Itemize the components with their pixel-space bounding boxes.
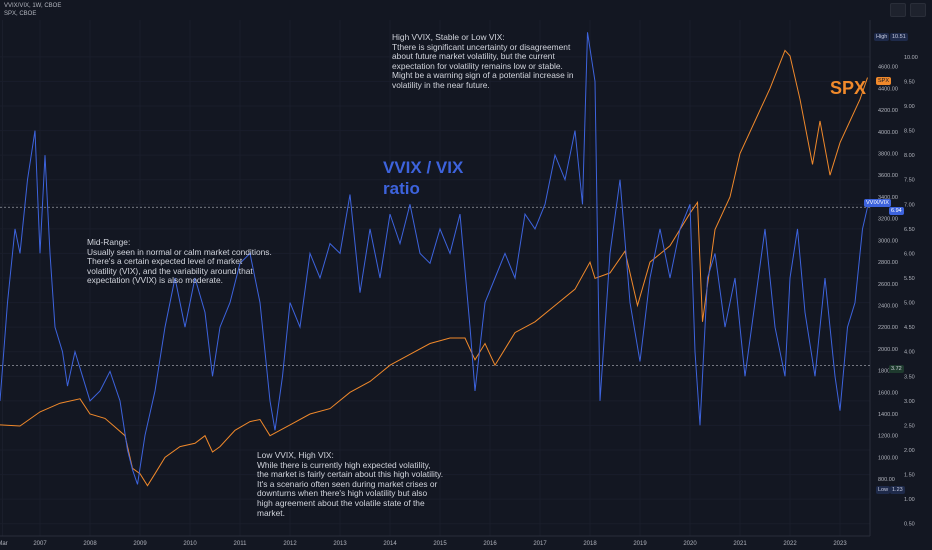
x-tick-label: 2022 bbox=[783, 541, 797, 547]
annotation-high-vvix: High VVIX, Stable or Low VIX: Tthere is … bbox=[392, 32, 574, 90]
low-tag-value: 1.23 bbox=[890, 486, 905, 494]
ratio-axis-label: 3.00 bbox=[904, 399, 915, 405]
ratio-axis-label: 4.00 bbox=[904, 350, 915, 356]
spx-axis-label: 4000.00 bbox=[878, 130, 898, 136]
spx-axis-label: 4400.00 bbox=[878, 86, 898, 92]
spx-axis-label: 4600.00 bbox=[878, 65, 898, 71]
x-tick-label: 2020 bbox=[683, 541, 697, 547]
x-tick-label: 2017 bbox=[533, 541, 547, 547]
ratio-axis-label: 1.50 bbox=[904, 473, 915, 479]
ratio-axis-label: 5.00 bbox=[904, 301, 915, 307]
spx-axis-label: 2600.00 bbox=[878, 282, 898, 288]
ratio-axis-label: 2.50 bbox=[904, 423, 915, 429]
x-tick-label: 2018 bbox=[583, 541, 597, 547]
ratio-axis-label: 7.50 bbox=[904, 178, 915, 184]
x-tick-label: 2011 bbox=[234, 541, 248, 547]
x-tick-label: 2008 bbox=[83, 541, 97, 547]
ratio-axis-label: 4.50 bbox=[904, 325, 915, 331]
spx-label: SPX bbox=[830, 78, 867, 98]
x-tick-label: 2016 bbox=[483, 541, 497, 547]
x-tick-label: 2023 bbox=[833, 541, 847, 547]
ratio-axis-label: 10.00 bbox=[904, 55, 918, 61]
x-tick-label: 2013 bbox=[333, 541, 347, 547]
ratio-axis-label: 6.00 bbox=[904, 251, 915, 257]
spx-axis-label: 1000.00 bbox=[878, 455, 898, 461]
spx-axis-label: 1200.00 bbox=[878, 434, 898, 440]
ratio-label-line2: ratio bbox=[383, 179, 420, 198]
x-tick-label: 2012 bbox=[283, 541, 297, 547]
spx-axis-label: 3800.00 bbox=[878, 152, 898, 158]
spx-axis-label: 1400.00 bbox=[878, 412, 898, 418]
x-tick-label: 2007 bbox=[33, 541, 47, 547]
spx-axis-label: 800.00 bbox=[878, 477, 895, 483]
spx-axis-label: 2200.00 bbox=[878, 325, 898, 331]
spx-tag-label: SPX bbox=[876, 77, 892, 85]
spx-axis-label: 1600.00 bbox=[878, 390, 898, 396]
spx-axis-label: 3400.00 bbox=[878, 195, 898, 201]
x-tick-label: 2009 bbox=[133, 541, 147, 547]
x-axis: Mar 2007 2008 2009 2010 2011 2012 2013 2014 2015 2… bbox=[0, 535, 870, 547]
spx-axis-label: 4200.00 bbox=[878, 108, 898, 114]
x-tick-label: 2021 bbox=[733, 541, 747, 547]
ratio-axis-label: 9.00 bbox=[904, 104, 915, 110]
x-tick-label: 2010 bbox=[183, 541, 197, 547]
annotation-low-vvix: Low VVIX, High VIX: While there is curre… bbox=[257, 450, 444, 518]
x-tick-label: 2014 bbox=[383, 541, 397, 547]
spx-axis-label: 3600.00 bbox=[878, 173, 898, 179]
grid bbox=[0, 20, 870, 536]
ratio-axis-label: 9.50 bbox=[904, 79, 915, 85]
vvix-tag-value: 6.94 bbox=[889, 207, 904, 215]
ratio-axis-label: 6.50 bbox=[904, 227, 915, 233]
spx-axis-label: 3200.00 bbox=[878, 217, 898, 223]
spx-axis-label: 2000.00 bbox=[878, 347, 898, 353]
symbol-title[interactable]: VVIX/VIX, 1W, CBOE bbox=[4, 3, 62, 9]
low-tag-label: Low bbox=[876, 486, 891, 494]
ratio-axis-label: 2.00 bbox=[904, 448, 915, 454]
vvix-series-line bbox=[0, 32, 868, 485]
ratio-axis-label: 8.50 bbox=[904, 129, 915, 135]
spx-axis-label: 2800.00 bbox=[878, 260, 898, 266]
ratio-axis-label: 1.00 bbox=[904, 497, 915, 503]
vvix-tag-label: VVIX/VIX bbox=[864, 199, 891, 207]
spx-axis-label: 3000.00 bbox=[878, 238, 898, 244]
x-tick-label: Mar bbox=[0, 541, 8, 547]
spx-series-line bbox=[0, 49, 868, 487]
ratio-label-line1: VVIX / VIX bbox=[383, 158, 464, 177]
ratio-axis-label: 0.50 bbox=[904, 522, 915, 528]
pane-collapse-button[interactable] bbox=[910, 3, 926, 17]
spx-axis-label: 1800.00 bbox=[878, 369, 898, 375]
level-tag-value: 3.72 bbox=[889, 365, 904, 373]
ratio-axis-label: 7.00 bbox=[904, 202, 915, 208]
ratio-axis-label: 5.50 bbox=[904, 276, 915, 282]
right-axis: 10.00 9.50 9.00 8.50 8.00 7.50 7.00 6.50 6.00 5.5… bbox=[869, 20, 918, 536]
annotation-mid-range: Mid-Range: Usually seen in normal or cal… bbox=[87, 237, 272, 286]
high-tag-label: High bbox=[874, 33, 890, 41]
pane-settings-button[interactable] bbox=[890, 3, 906, 17]
secondary-symbol[interactable]: SPX, CBOE bbox=[4, 11, 37, 17]
high-tag-value: 10.51 bbox=[890, 33, 908, 41]
x-tick-label: 2019 bbox=[633, 541, 647, 547]
x-tick-label: 2015 bbox=[433, 541, 447, 547]
ratio-axis-label: 8.00 bbox=[904, 153, 915, 159]
spx-axis-label: 2400.00 bbox=[878, 303, 898, 309]
ratio-axis-label: 3.50 bbox=[904, 374, 915, 380]
